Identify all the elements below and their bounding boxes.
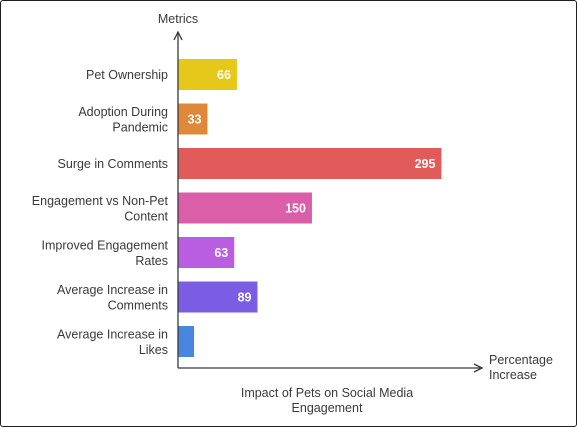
- bar-5: [178, 237, 235, 268]
- bar-7: [178, 326, 195, 357]
- value-label-4: 150: [285, 202, 306, 216]
- value-label-3: 295: [415, 157, 436, 171]
- category-label-7: Average Increase in Likes: [57, 327, 168, 357]
- category-labels-group: Pet Ownership Adoption During Pandemic Surg…: [32, 68, 169, 357]
- value-labels-group: 66 33 295 150 63 89: [188, 68, 436, 305]
- chart-title: Impact of Pets on Social Media Engagement: [241, 386, 413, 415]
- category-label-1: Pet Ownership: [86, 68, 168, 82]
- bar-2: [178, 103, 208, 135]
- value-label-2: 33: [188, 113, 202, 127]
- value-label-1: 66: [217, 68, 231, 82]
- category-label-3: Surge in Comments: [58, 157, 168, 171]
- x-axis-title: Percentage Increase: [489, 353, 553, 382]
- bar-3: [178, 148, 442, 179]
- bar-1: [178, 59, 237, 90]
- value-label-6: 89: [238, 291, 252, 305]
- category-label-2: Adoption During Pandemic: [78, 105, 168, 135]
- category-label-5: Improved Engagement Rates: [42, 238, 169, 268]
- y-axis-title: Metrics: [158, 12, 198, 26]
- value-label-5: 63: [214, 246, 228, 260]
- bar-6: [178, 281, 258, 313]
- category-label-4: Engagement vs Non-Pet Content: [32, 194, 169, 224]
- bars-group: [178, 59, 442, 357]
- category-label-6: Average Increase in Comments: [57, 283, 168, 313]
- bar-4: [178, 192, 312, 224]
